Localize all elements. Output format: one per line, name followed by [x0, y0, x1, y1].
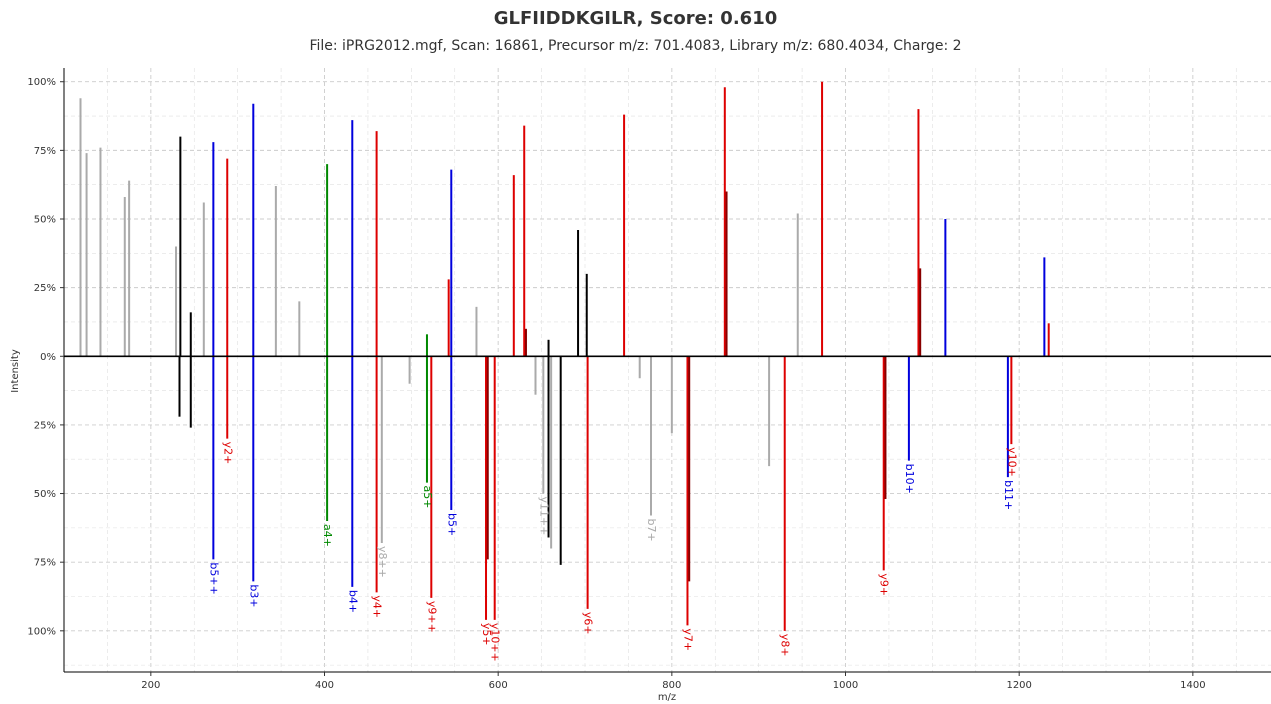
- y-tick-label: 0%: [40, 352, 56, 363]
- y-tick-label: 50%: [34, 489, 56, 500]
- y-tick-label: 25%: [34, 420, 56, 431]
- peak-label: a5+: [421, 486, 434, 509]
- peak-label: b4+: [346, 590, 359, 613]
- peak-label: b3+: [247, 584, 260, 607]
- peak-label: y8+: [779, 634, 792, 657]
- peak-label: b11+: [1002, 480, 1015, 510]
- peak-label: b5+: [445, 513, 458, 536]
- x-tick-label: 600: [489, 680, 508, 691]
- peak-label: y6+: [582, 612, 595, 635]
- peak-label: y9++: [425, 601, 438, 633]
- peak-label: b5++: [207, 562, 220, 594]
- peak-label: y5+: [480, 623, 493, 646]
- y-axis-label: Intensity: [10, 349, 21, 393]
- peak-label: y4+: [371, 595, 384, 618]
- peak-label: y2+: [221, 442, 234, 465]
- y-tick-label: 75%: [34, 558, 56, 569]
- peak-label: y7+: [681, 628, 694, 651]
- axes: 200 400 600 800 1000 1200 1400 100% 75% 50% 25% 0% 2…: [27, 68, 1271, 691]
- peak-label: a4+: [321, 524, 334, 547]
- x-tick-label: 1400: [1180, 680, 1205, 691]
- peak-label: y10++: [489, 623, 502, 662]
- peak-label: y8++: [376, 546, 389, 578]
- chart-title: GLFIIDDKGILR, Score: 0.610: [493, 8, 778, 29]
- x-tick-label: 1000: [833, 680, 858, 691]
- y-tick-label: 100%: [27, 626, 56, 637]
- y-tick-label: 50%: [34, 215, 56, 226]
- x-tick-label: 400: [315, 680, 334, 691]
- peak-labels: b5++y2+b3+a4+b4+ y4+y8++a5+y9++b5+y5+y10+…: [207, 442, 1018, 662]
- y-tick-label: 25%: [34, 283, 56, 294]
- peaks: [79, 81, 1050, 631]
- y-tick-label: 75%: [34, 146, 56, 157]
- x-axis-label: m/z: [658, 692, 676, 703]
- y-tick-label: 100%: [27, 77, 56, 88]
- peak-label: y11++: [537, 497, 550, 536]
- x-tick-label: 200: [141, 680, 160, 691]
- x-tick-label: 800: [662, 680, 681, 691]
- grid: [63, 68, 1271, 672]
- chart-subtitle: File: iPRG2012.mgf, Scan: 16861, Precurs…: [309, 38, 962, 54]
- peak-label: b10+: [903, 464, 916, 494]
- peak-label: y10+: [1005, 447, 1018, 477]
- x-tick-label: 1200: [1006, 680, 1031, 691]
- peak-label: y9+: [878, 573, 891, 596]
- peak-label: b7+: [645, 519, 658, 542]
